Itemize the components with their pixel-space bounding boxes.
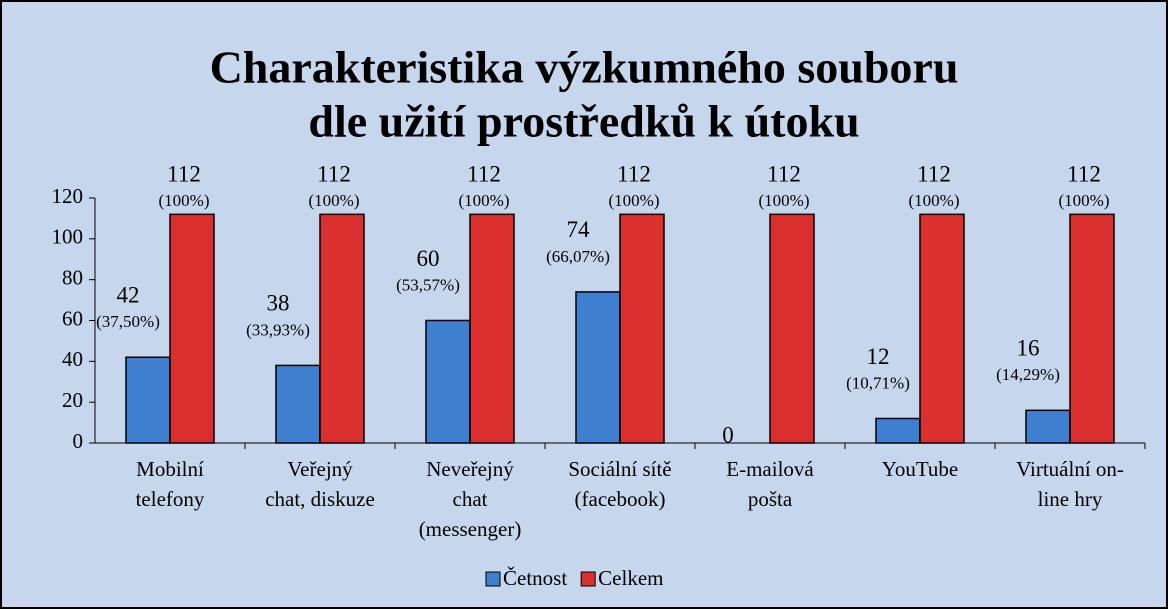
y-tick-label: 40 xyxy=(62,347,83,371)
bar xyxy=(469,213,515,444)
bar xyxy=(575,291,621,444)
data-label: 112 xyxy=(617,162,651,187)
data-label: (100%) xyxy=(159,191,210,210)
x-tick-label: (facebook) xyxy=(575,487,666,511)
x-tick-label: YouTube xyxy=(882,457,958,481)
bar xyxy=(875,417,921,444)
data-label: (53,57%) xyxy=(396,275,460,294)
data-label: (100%) xyxy=(759,191,810,210)
x-tick-label: Virtuální on- xyxy=(1016,457,1124,481)
y-tick-label: 120 xyxy=(52,184,84,208)
bar xyxy=(125,356,171,444)
data-label: 12 xyxy=(867,344,890,369)
x-tick-label: Sociální sítě xyxy=(568,457,671,481)
data-label: (100%) xyxy=(309,191,360,210)
data-label: 38 xyxy=(267,291,290,316)
x-tick-label: pošta xyxy=(748,487,793,511)
bar xyxy=(769,213,815,444)
data-label: 112 xyxy=(467,162,501,187)
x-tick-label: (messenger) xyxy=(419,517,522,541)
legend-label: Celkem xyxy=(598,566,663,590)
chart-title: Charakteristika výzkumného souboru xyxy=(210,42,959,93)
bar xyxy=(275,364,321,444)
legend-label: Četnost xyxy=(503,566,567,590)
bar xyxy=(1025,409,1071,444)
data-label: (100%) xyxy=(459,191,510,210)
data-label: (100%) xyxy=(1059,191,1110,210)
data-label: 112 xyxy=(767,162,801,187)
y-tick-label: 20 xyxy=(62,388,83,412)
data-label: 0 xyxy=(722,422,734,447)
data-label: 60 xyxy=(417,246,440,271)
y-tick-label: 60 xyxy=(62,306,83,330)
data-label: 112 xyxy=(1067,162,1101,187)
y-tick-label: 100 xyxy=(52,225,84,249)
legend-swatch xyxy=(580,571,596,587)
x-tick-label: line hry xyxy=(1038,487,1103,511)
x-tick-label: Veřejný xyxy=(287,457,353,481)
data-label: 112 xyxy=(917,162,951,187)
data-label: (10,71%) xyxy=(846,373,910,392)
data-label: (14,29%) xyxy=(996,365,1060,384)
data-label: 74 xyxy=(567,217,591,242)
data-label: (37,50%) xyxy=(96,312,160,331)
data-label: 112 xyxy=(317,162,351,187)
data-label: (100%) xyxy=(609,191,660,210)
bar xyxy=(425,319,471,444)
y-tick-label: 0 xyxy=(73,429,84,453)
bar xyxy=(169,213,215,444)
data-label: (100%) xyxy=(909,191,960,210)
legend-swatch xyxy=(485,571,501,587)
bar xyxy=(1069,213,1115,444)
data-label: 42 xyxy=(117,283,140,308)
x-tick-label: telefony xyxy=(136,487,205,511)
y-tick-label: 80 xyxy=(62,265,83,289)
x-tick-label: chat, diskuze xyxy=(265,487,375,511)
bar xyxy=(319,213,365,444)
data-label: 112 xyxy=(167,162,201,187)
data-label: (66,07%) xyxy=(546,247,610,266)
bar xyxy=(619,213,665,444)
x-tick-label: chat xyxy=(453,487,488,511)
x-tick-label: Neveřejný xyxy=(426,457,514,481)
x-tick-label: E-mailová xyxy=(726,457,814,481)
data-label: 16 xyxy=(1017,336,1040,361)
chart-title: dle užití prostředků k útoku xyxy=(308,96,859,147)
bar xyxy=(919,213,965,444)
data-label: (33,93%) xyxy=(246,320,310,339)
x-tick-label: Mobilní xyxy=(136,457,204,481)
